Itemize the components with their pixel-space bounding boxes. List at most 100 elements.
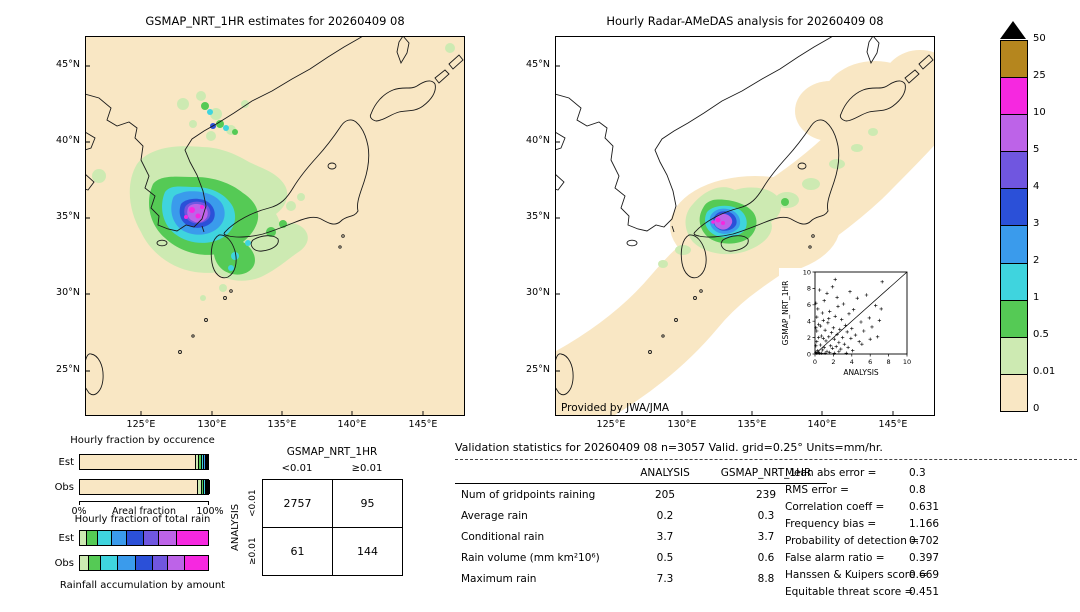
stats-value: 7.3	[656, 573, 674, 585]
gsmap-map-title: GSMAP_NRT_1HR estimates for 20260409 08	[145, 14, 405, 28]
metric-label: Hanssen & Kuipers score =	[785, 569, 928, 581]
colorbar-tick-label: 0	[1033, 403, 1040, 414]
contingency-cell: 95	[333, 480, 403, 528]
radar-map-title: Hourly Radar-AMeDAS analysis for 2026040…	[606, 14, 884, 28]
lon-tick-label: 145°E	[408, 419, 438, 430]
map-frame	[555, 36, 935, 416]
colorbar-cell-orchid	[1001, 114, 1027, 152]
contingency-col-label: ≥0.01	[351, 463, 383, 474]
validation-statistics-panel: Validation statistics for 20260409 08 n=…	[455, 441, 1077, 601]
contingency-col-label: <0.01	[281, 463, 313, 474]
svg-text:4: 4	[850, 358, 854, 366]
svg-text:2: 2	[807, 334, 811, 342]
scatter-inset: 0 2 4 6 8 10 0 2 4 6 8 10 ANALYSIS GSMAP…	[779, 268, 915, 382]
lat-tick-label: 25°N	[526, 364, 550, 375]
stats-row-label: Maximum rain	[461, 573, 537, 585]
svg-text:8: 8	[807, 285, 811, 293]
scatter-ticks	[812, 271, 908, 357]
bar-segment-cyan	[100, 556, 118, 570]
contingency-row-label: <0.01	[248, 489, 258, 517]
lat-tick-label: 45°N	[56, 59, 80, 70]
colorbar-labels: 50 25 10 5 4 3 2 1 0.5 0.01 0	[1033, 33, 1077, 420]
metric-pod: Probability of detection = 0.702	[785, 535, 939, 547]
stats-value: 8.8	[757, 573, 775, 585]
header-underline	[455, 483, 827, 484]
bar-segment-magenta	[183, 556, 208, 570]
bar-segment-cream	[80, 480, 198, 494]
colorbar-over-range-triangle	[1000, 21, 1026, 39]
contingency-row-label: ≥0.01	[248, 537, 258, 565]
bar-segment-sky	[203, 455, 206, 469]
colorbar-tick-label: 2	[1033, 255, 1040, 266]
metric-value: 0.8	[909, 484, 926, 496]
lat-tick-label: 25°N	[56, 364, 80, 375]
colorbar-cell-magenta	[1001, 77, 1027, 115]
precip-layer-magenta	[184, 205, 204, 219]
colorbar-tick-label: 50	[1033, 33, 1046, 44]
metric-value: 0.631	[909, 501, 940, 513]
colorbar-tick-label: 0.01	[1033, 366, 1056, 377]
metric-hanssen-kuipers: Hanssen & Kuipers score = 0.669	[785, 569, 939, 581]
lon-tick-label: 145°E	[878, 419, 908, 430]
colorbar-tick-label: 1	[1033, 292, 1040, 303]
bar-segment-blue	[126, 531, 143, 545]
colorbar-cell-palegreen	[1001, 336, 1027, 374]
lat-tick-label: 30°N	[56, 287, 80, 298]
bar-segment-sky	[204, 480, 206, 494]
stats-row-label: Conditional rain	[461, 531, 545, 543]
gsmap-map-panel: GSMAP_NRT_1HR estimates for 20260409 08 …	[45, 14, 465, 448]
scatter-plot: 0 2 4 6 8 10 0 2 4 6 8 10 ANALYSIS GSMAP…	[781, 269, 911, 378]
radar-map-panel: Hourly Radar-AMeDAS analysis for 2026040…	[515, 14, 935, 448]
metric-value: 0.3	[909, 467, 926, 479]
dashed-divider	[455, 459, 1077, 460]
bar-segment-orchid	[207, 480, 209, 494]
bar-segment-indigo	[206, 480, 208, 494]
stats-value: 0.3	[757, 510, 775, 522]
contingency-cell: 61	[263, 528, 333, 576]
row-label-est: Est	[58, 533, 74, 544]
bar-segment-blue	[135, 556, 152, 570]
metric-label: Frequency bias =	[785, 518, 877, 530]
scatter-tick-labels: 0 2 4 6 8 10 0 2 4 6 8 10	[803, 269, 911, 367]
contingency-cell: 144	[333, 528, 403, 576]
contingency-col-group: GSMAP_NRT_1HR	[286, 446, 378, 458]
stats-value: 205	[654, 489, 676, 501]
axis-max-label: 100%	[196, 506, 224, 517]
lon-tick-label: 135°E	[737, 419, 767, 430]
scatter-xlabel: ANALYSIS	[843, 368, 879, 377]
bar-segment-palegreen	[197, 480, 201, 494]
stats-value: 0.2	[656, 510, 674, 522]
totalrain-bar-est	[79, 530, 209, 546]
bar-segment-indigo	[151, 556, 167, 570]
lon-tick-label: 135°E	[267, 419, 297, 430]
metric-ets: Equitable threat score = 0.451	[785, 586, 939, 598]
lat-tick-label: 45°N	[526, 59, 550, 70]
axis-tick	[79, 501, 80, 505]
totalrain-caption: Rainfall accumulation by amount	[59, 580, 226, 591]
colorbar-tick-label: 5	[1033, 144, 1040, 155]
axis-min-label: 0%	[71, 506, 87, 517]
scatter-ylabel: GSMAP_NRT_1HR	[781, 281, 790, 346]
metric-label: Correlation coeff =	[785, 501, 885, 513]
metric-far: False alarm ratio = 0.397	[785, 552, 939, 564]
metric-value: 0.702	[909, 535, 940, 547]
lon-tick-label: 140°E	[807, 419, 837, 430]
bar-segment-green	[87, 556, 101, 570]
metric-value: 0.397	[909, 552, 940, 564]
colorbar-cells	[1000, 40, 1028, 412]
axis-tick	[208, 501, 209, 505]
stats-row-label: Num of gridpoints raining	[461, 489, 596, 501]
lon-tick-label: 130°E	[667, 419, 697, 430]
occurrence-bar-obs	[79, 479, 210, 495]
occurrence-bar-est	[79, 454, 210, 470]
lat-tick-label: 40°N	[56, 135, 80, 146]
colorbar-tick-label: 3	[1033, 218, 1040, 229]
lat-tick-label: 35°N	[56, 211, 80, 222]
svg-text:4: 4	[807, 318, 811, 326]
metric-label: Probability of detection =	[785, 535, 920, 547]
metric-value: 0.669	[909, 569, 940, 581]
bar-segment-cyan	[202, 480, 205, 494]
colorbar-cell-sky	[1001, 225, 1027, 263]
lat-tick-label: 35°N	[526, 211, 550, 222]
stats-value: 0.6	[757, 552, 775, 564]
